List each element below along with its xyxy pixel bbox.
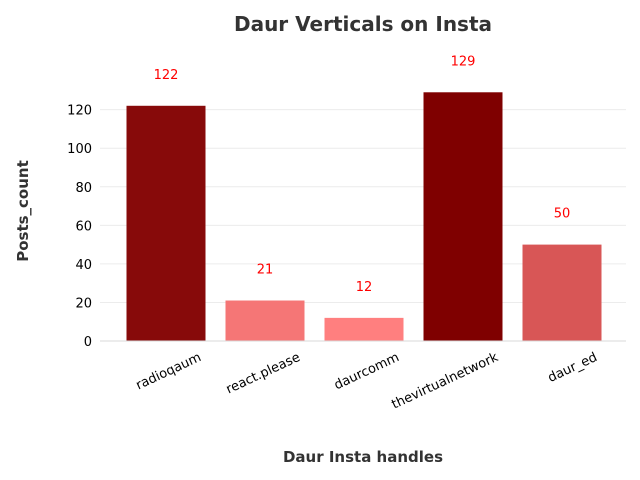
x-axis-label: Daur Insta handles <box>283 448 443 466</box>
data-label: 21 <box>257 263 274 278</box>
data-label: 12 <box>356 280 373 295</box>
chart-title: Daur Verticals on Insta <box>234 12 492 36</box>
x-tick-label: daurcomm <box>332 350 402 393</box>
y-tick-label: 120 <box>67 104 92 119</box>
y-tick-label: 80 <box>75 181 92 196</box>
bar-radioqaum <box>126 105 206 341</box>
x-tick-label: react.please <box>224 350 303 397</box>
data-label: 122 <box>154 68 179 83</box>
bar-daurcomm <box>324 317 404 341</box>
bar-react-please <box>225 300 305 341</box>
data-label: 50 <box>554 207 571 222</box>
y-tick-label: 20 <box>75 296 92 311</box>
x-tick-label: radioqaum <box>134 350 204 393</box>
x-tick-label: thevirtualnetwork <box>389 350 501 413</box>
x-tick-label: daur_ed <box>546 350 600 386</box>
y-tick-labels: 0 20 40 60 80 100 120 <box>67 104 92 350</box>
bar-daur-ed <box>522 244 602 341</box>
y-tick-label: 0 <box>84 335 92 350</box>
bar-thevirtualnetwork <box>423 92 503 342</box>
bars <box>126 92 602 342</box>
y-tick-label: 60 <box>75 219 92 234</box>
y-tick-label: 100 <box>67 142 92 157</box>
data-labels: 122 21 12 129 50 <box>154 54 571 295</box>
data-label: 129 <box>451 54 476 69</box>
y-axis-label: Posts_count <box>14 160 32 262</box>
y-tick-label: 40 <box>75 258 92 273</box>
x-tick-labels: radioqaum react.please daurcommthevirtualn… <box>134 350 600 413</box>
